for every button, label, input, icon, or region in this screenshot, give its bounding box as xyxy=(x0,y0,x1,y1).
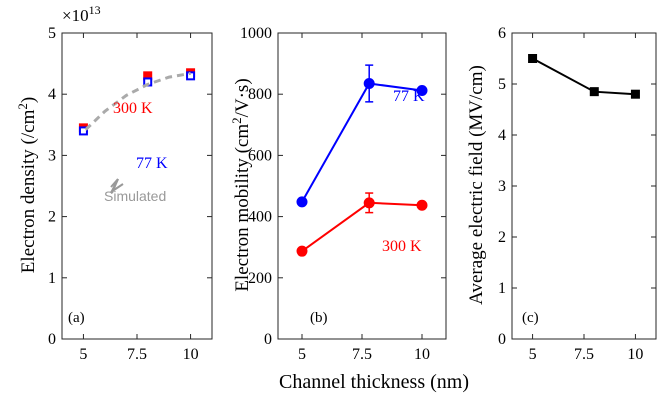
panel-c: 5 7.5 10 0 1 2 3 4 5 6 Average electric field (MV… xyxy=(466,25,657,363)
panel-b-ytick-label: 1000 xyxy=(240,25,272,42)
panel-c-xtick-label: 5 xyxy=(529,346,537,363)
panel-a-ytick-label: 4 xyxy=(48,86,56,103)
panel-b-xtick-label: 10 xyxy=(414,346,430,363)
panel-a-ytick-label: 2 xyxy=(48,209,56,226)
panel-b-label-77k: 77 K xyxy=(393,88,425,105)
panel-c-series-0-point xyxy=(630,89,640,99)
panel-b-ylabel-sup: 2 xyxy=(229,117,244,124)
panel-a-series-1-point xyxy=(186,71,196,81)
panel-a-ytick-label: 0 xyxy=(48,331,56,348)
shared-xlabel: Channel thickness (nm) xyxy=(279,371,469,393)
panel-b-series-0-point xyxy=(296,196,308,208)
panel-c-ytick-label: 3 xyxy=(498,178,506,195)
panel-a-series-1-point xyxy=(78,126,88,136)
panel-c-ytick-label: 2 xyxy=(498,229,506,246)
panel-b-plot-area: 5 7.5 10 0 200 400 600 800 1000 xyxy=(240,25,447,363)
panel-c-ytick-label: 5 xyxy=(498,76,506,93)
panel-a-ytick-label: 5 xyxy=(48,25,56,42)
panel-b-ylabel-base: Electron mobility (cm xyxy=(232,124,253,292)
panel-b-series-0-point xyxy=(363,77,375,89)
panel-c-ytick-label: 1 xyxy=(498,280,506,297)
panel-c-ylabel: Average electric field (MV/cm) xyxy=(466,65,487,305)
panel-a-label-simulated: Simulated xyxy=(104,188,166,204)
panel-b-ylabel: Electron mobility (cm2/V·s) xyxy=(229,78,253,291)
panel-a-xtick-label: 5 xyxy=(79,346,87,363)
panel-c-ytick-label: 6 xyxy=(498,25,506,42)
panel-c-axes-frame xyxy=(511,32,657,340)
panel-a-xtick-label: 10 xyxy=(183,346,199,363)
panel-b-xtick-label: 5 xyxy=(298,346,306,363)
panel-b-ytick-label: 800 xyxy=(248,86,272,103)
panel-a-exponent-base: ×10 xyxy=(62,6,89,25)
panel-c-xtick-label: 10 xyxy=(627,346,643,363)
panel-b-ytick-label: 0 xyxy=(264,331,272,348)
panel-b-axes-frame xyxy=(277,32,447,340)
panel-a-ytick-label: 3 xyxy=(48,147,56,164)
panel-a-ylabel-sup: 2 xyxy=(15,103,30,110)
panel-c-plot-area: 5 7.5 10 0 1 2 3 4 5 6 xyxy=(498,25,657,363)
panel-a-exponent-power: 13 xyxy=(89,3,101,17)
panel-a: 5 7.5 10 0 1 2 3 4 5 ×1013 Electron density (/cm… xyxy=(15,3,213,363)
panel-b-ytick-label: 400 xyxy=(248,209,272,226)
panel-c-series-0-line xyxy=(532,57,636,96)
panel-a-ylabel-base: Electron density (/cm xyxy=(18,109,39,273)
panel-c-series-0-point xyxy=(528,54,538,63)
panel-b-series-1-point xyxy=(296,245,308,257)
panel-c-ytick-label: 0 xyxy=(498,331,506,348)
panel-b-series-0-point xyxy=(416,85,428,97)
panel-b-series-1-point xyxy=(363,197,375,209)
panel-a-simulated-arrow-head xyxy=(110,178,124,194)
panel-b-ylabel-end: /V·s) xyxy=(232,78,253,117)
panel-a-label-77k: 77 K xyxy=(136,155,168,172)
panel-a-ytick-label: 1 xyxy=(48,270,56,287)
panel-a-exponent: ×1013 xyxy=(62,3,101,25)
panel-a-xtick-label: 7.5 xyxy=(127,346,147,363)
panel-b-xtick-label: 7.5 xyxy=(352,346,372,363)
panel-b-series-1-point xyxy=(416,199,428,211)
panel-a-series-2-simulated-line xyxy=(84,71,191,131)
panel-a-panel-label: (a) xyxy=(68,310,85,326)
panel-b-panel-label: (b) xyxy=(310,310,328,326)
panel-a-ylabel-end: ) xyxy=(18,97,39,103)
panel-c-series-0-point xyxy=(589,87,599,97)
panel-a-ylabel: Electron density (/cm2) xyxy=(15,97,39,273)
panel-b: 5 7.5 10 0 200 400 600 800 1000 Electron mobilit… xyxy=(229,25,447,363)
panel-a-plot-area: 5 7.5 10 0 1 2 3 4 5 xyxy=(48,25,213,363)
panel-c-ytick-label: 4 xyxy=(498,127,506,144)
panel-c-xtick-label: 7.5 xyxy=(574,346,594,363)
panel-b-ytick-label: 200 xyxy=(248,270,272,287)
panel-b-ytick-label: 600 xyxy=(248,147,272,164)
panel-b-label-300k: 300 K xyxy=(382,238,422,255)
panel-a-label-300k: 300 K xyxy=(113,100,153,117)
panel-c-panel-label: (c) xyxy=(522,310,539,326)
